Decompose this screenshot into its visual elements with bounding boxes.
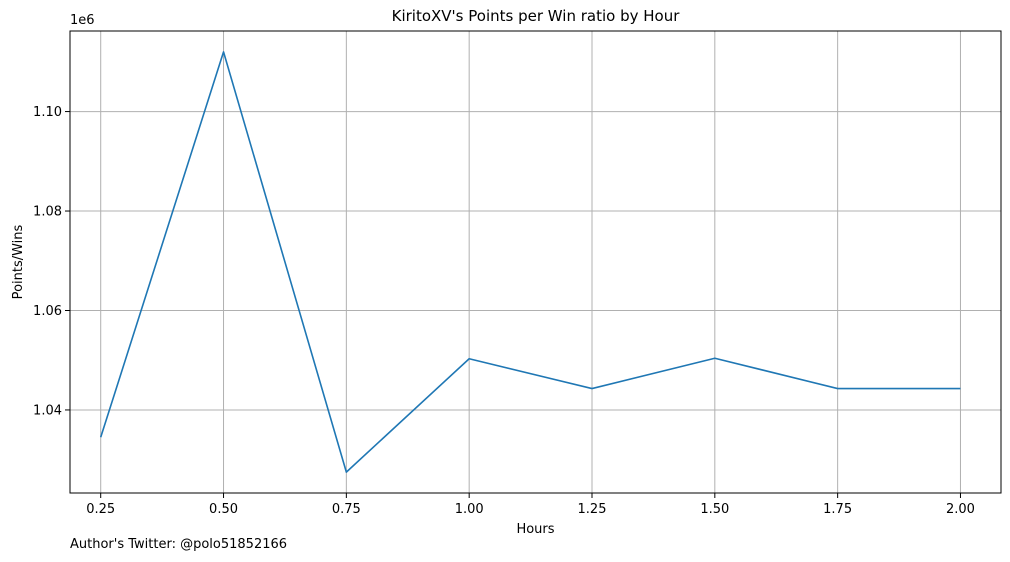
x-tick-label: 0.50 <box>209 502 238 517</box>
x-tick-label: 1.50 <box>700 502 729 517</box>
x-tick-label: 1.75 <box>823 502 852 517</box>
y-tick-label: 1.06 <box>33 304 62 319</box>
y-tick-label: 1.08 <box>33 205 62 220</box>
y-tick-label: 1.10 <box>33 105 62 120</box>
plot-frame <box>69 30 1002 494</box>
y-offset-label: 1e6 <box>70 13 95 28</box>
x-tick-label: 1.25 <box>578 502 607 517</box>
x-tick-label: 1.00 <box>455 502 484 517</box>
x-axis-label: Hours <box>516 522 554 537</box>
series-line-0 <box>99 51 961 473</box>
x-tick-label: 0.25 <box>86 502 115 517</box>
chart-title: KiritoXV's Points per Win ratio by Hour <box>392 7 681 25</box>
x-tick-label: 0.75 <box>332 502 361 517</box>
author-twitter-note: Author's Twitter: @polo51852166 <box>70 537 288 552</box>
y-axis-label: Points/Wins <box>11 224 26 299</box>
y-tick-label: 1.04 <box>33 403 62 418</box>
x-tick-label: 2.00 <box>946 502 975 517</box>
